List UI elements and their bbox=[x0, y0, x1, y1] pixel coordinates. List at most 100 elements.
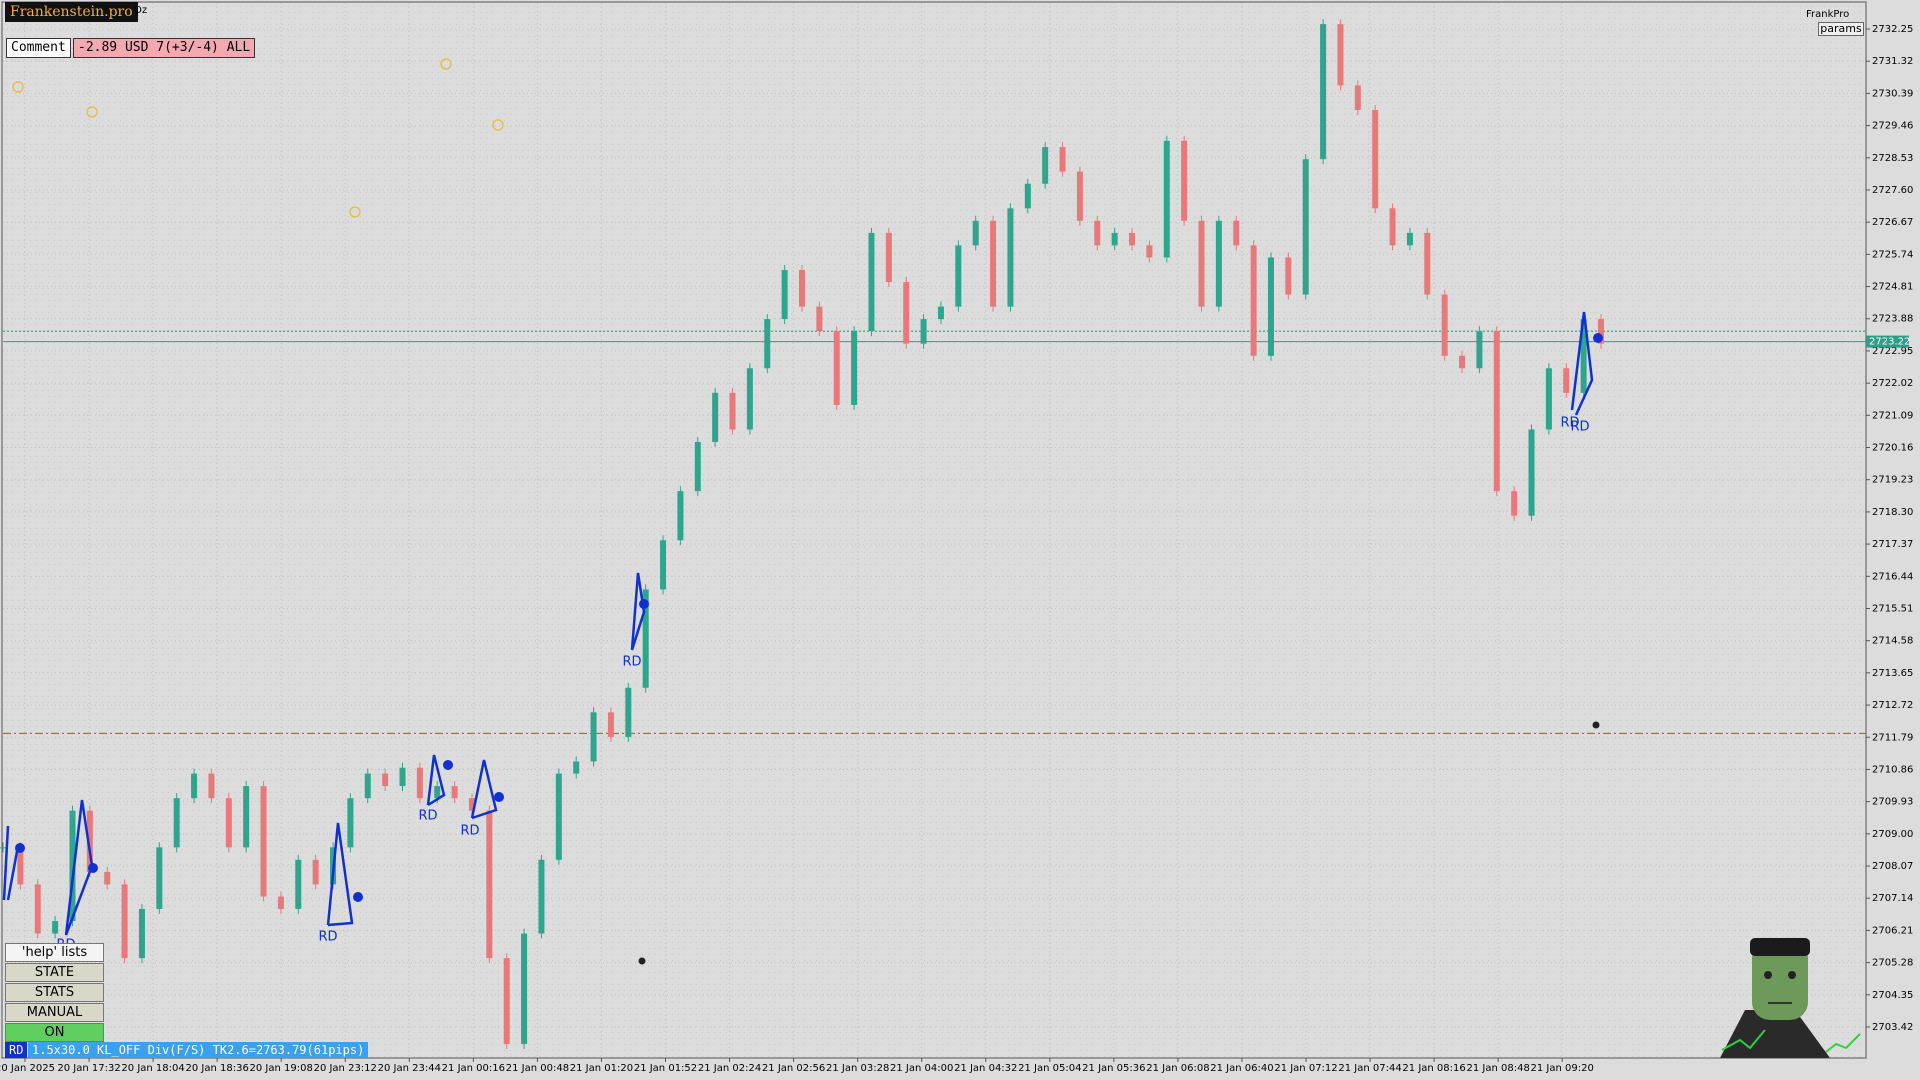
skull-markers bbox=[638, 721, 1600, 965]
candle-body bbox=[833, 331, 840, 405]
y-tick-label: 2720.16 bbox=[1872, 443, 1913, 454]
y-tick-label: 2729.46 bbox=[1872, 121, 1913, 132]
candle-body bbox=[1007, 208, 1014, 307]
y-tick-label: 2719.23 bbox=[1872, 475, 1913, 486]
signal-triangle bbox=[2, 825, 20, 901]
candle-body bbox=[1354, 85, 1361, 111]
candle-body bbox=[52, 921, 59, 934]
candle-body bbox=[729, 392, 736, 430]
rd-label: RD bbox=[418, 809, 437, 824]
candle-body bbox=[1129, 232, 1136, 246]
candle-body bbox=[677, 491, 684, 541]
skull-marker bbox=[638, 957, 646, 965]
y-tick-label: 2710.86 bbox=[1872, 764, 1913, 775]
candle-body bbox=[1598, 319, 1604, 344]
candle-body bbox=[937, 306, 944, 320]
x-tick-label: 21 Jan 06:08 bbox=[1146, 1063, 1209, 1074]
x-tick-label: 20 Jan 18:04 bbox=[121, 1063, 184, 1074]
candle-body bbox=[1528, 429, 1535, 516]
y-tick-label: 2707.14 bbox=[1872, 893, 1913, 904]
signal-triangle bbox=[470, 759, 498, 820]
signal-dots bbox=[15, 333, 1603, 902]
y-tick-label: 2721.09 bbox=[1872, 410, 1913, 421]
candle-body bbox=[416, 767, 423, 799]
smiley bbox=[492, 119, 504, 131]
y-tick-label: 2725.74 bbox=[1872, 249, 1913, 260]
candle-body bbox=[295, 859, 302, 909]
state-button[interactable]: STATE bbox=[5, 963, 104, 982]
x-tick-label: 21 Jan 08:16 bbox=[1402, 1063, 1465, 1074]
candle-body bbox=[173, 798, 180, 848]
x-tick-label: 20 Jan 2025 bbox=[0, 1063, 55, 1074]
logo: Frankenstein.pro bbox=[5, 2, 138, 22]
x-tick-label: 20 Jan 17:32 bbox=[57, 1063, 120, 1074]
candle-body bbox=[538, 859, 545, 934]
comment-label: Comment bbox=[6, 38, 71, 58]
x-tick-label: 21 Jan 02:56 bbox=[762, 1063, 825, 1074]
candle-body bbox=[764, 319, 771, 369]
y-tick-label: 2730.39 bbox=[1872, 88, 1913, 99]
candle-body bbox=[191, 773, 198, 799]
candle-body bbox=[1250, 245, 1257, 356]
avatar-chart-icon bbox=[1825, 1033, 1861, 1053]
candle-body bbox=[121, 884, 128, 959]
y-tick-label: 2726.67 bbox=[1872, 217, 1913, 228]
candle-body bbox=[34, 884, 41, 934]
params-button[interactable]: params bbox=[1818, 22, 1864, 36]
candle-body bbox=[1563, 368, 1570, 393]
y-tick-label: 2712.72 bbox=[1872, 700, 1913, 711]
manual-button[interactable]: MANUAL bbox=[5, 1003, 104, 1022]
rd-label: RD bbox=[460, 824, 479, 839]
symbol-tag: Oz bbox=[134, 5, 148, 16]
candle-body bbox=[1545, 368, 1552, 430]
x-tick-label: 21 Jan 05:04 bbox=[1018, 1063, 1081, 1074]
y-tick-label: 2715.51 bbox=[1872, 603, 1913, 614]
x-tick-label: 21 Jan 03:28 bbox=[826, 1063, 889, 1074]
candle-body bbox=[920, 319, 927, 344]
candle-body bbox=[17, 847, 24, 885]
candle-body bbox=[555, 773, 562, 860]
candle-body bbox=[1076, 171, 1083, 221]
y-tick-label: 2711.79 bbox=[1872, 732, 1913, 743]
rd-label: RD bbox=[622, 655, 641, 670]
avatar-eye bbox=[1788, 971, 1796, 979]
candle-body bbox=[590, 712, 597, 762]
candle-body bbox=[990, 220, 997, 307]
y-tick-label: 2706.21 bbox=[1872, 925, 1913, 936]
candle-body bbox=[1059, 147, 1066, 172]
stats-button[interactable]: STATS bbox=[5, 983, 104, 1002]
signal-triangle bbox=[426, 754, 446, 807]
signal-dot bbox=[443, 760, 453, 770]
candle-body bbox=[1181, 140, 1188, 221]
candle-body bbox=[347, 798, 354, 848]
x-tick-label: 21 Jan 07:12 bbox=[1274, 1063, 1337, 1074]
rd-label: RD bbox=[1560, 416, 1579, 431]
comment-value: -2.89 USD 7(+3/-4) ALL bbox=[73, 38, 256, 58]
status-text: 1.5x30.0 KL_OFF Div(F/S) TK2.6=2763.79(6… bbox=[28, 1042, 369, 1058]
signal-triangle bbox=[64, 799, 94, 936]
help-button[interactable]: 'help' lists cmds bbox=[5, 943, 104, 977]
candle-body bbox=[712, 392, 719, 442]
on-button[interactable]: ON bbox=[5, 1023, 104, 1042]
candle-body bbox=[746, 368, 753, 430]
candle-body bbox=[277, 896, 284, 909]
x-tick-label: 21 Jan 02:24 bbox=[698, 1063, 761, 1074]
candle-body bbox=[955, 245, 962, 307]
avatar-eye bbox=[1764, 971, 1772, 979]
signal-dot bbox=[88, 863, 98, 873]
candle-body bbox=[486, 810, 493, 959]
levels bbox=[3, 330, 1866, 735]
candle-body bbox=[1042, 147, 1049, 184]
candle-body bbox=[1302, 159, 1309, 295]
avatar-chart-icon bbox=[1721, 1029, 1766, 1051]
candle-body bbox=[1320, 24, 1327, 160]
candles bbox=[0, 19, 1604, 1049]
y-tick-label: 2704.35 bbox=[1872, 990, 1913, 1001]
y-tick-label: 2716.44 bbox=[1872, 571, 1913, 582]
avatar-hair bbox=[1750, 938, 1810, 956]
candle-body bbox=[434, 786, 441, 799]
candle-body bbox=[312, 859, 319, 885]
signal-drawings bbox=[2, 311, 1594, 936]
